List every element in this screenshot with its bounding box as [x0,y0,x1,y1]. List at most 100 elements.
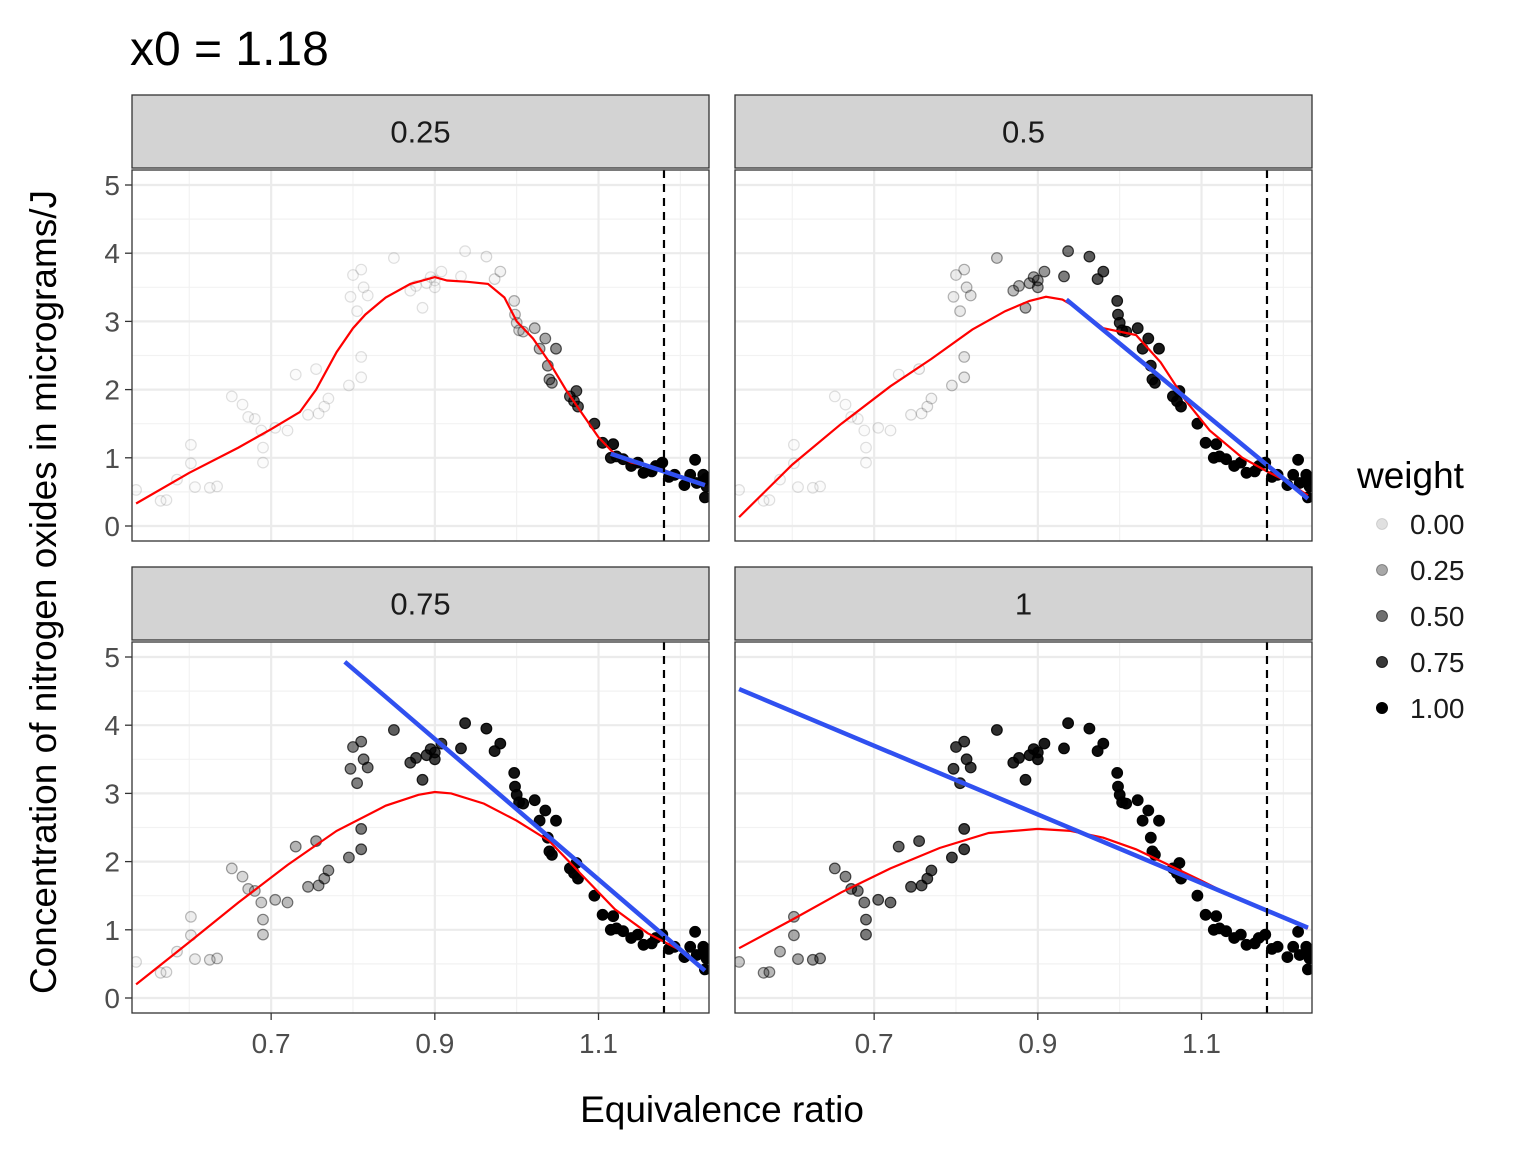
data-point [947,762,960,775]
data-point [344,290,357,303]
data-point [281,896,294,909]
data-point [211,480,224,493]
data-point [913,363,925,376]
data-point [355,735,368,748]
data-point [925,864,938,877]
facet-panel: 0.5 [734,94,1313,542]
data-point [617,925,629,938]
facet-panel: 0.75 0 1 2 3 4 5 0.7 0.9 1.1 [104,566,710,1059]
data-point [1019,773,1032,786]
data-point [459,245,472,258]
data-layer [735,170,1312,541]
data-point [915,407,928,420]
data-point [435,265,448,278]
data-point [322,864,335,877]
y-tick-label: 1 [104,443,120,474]
data-point [420,277,433,290]
data-point [257,441,269,454]
data-point [828,390,841,403]
data-point [946,851,958,864]
data-point [347,741,359,753]
data-point [700,472,709,485]
data-point [203,953,216,966]
data-point [388,724,400,736]
data-point [1058,742,1070,755]
data-point [845,411,858,423]
data-point [410,280,422,292]
data-point [428,274,441,287]
data-point [1062,245,1074,258]
data-point [410,752,422,764]
data-point [884,896,897,909]
data-point [946,379,958,392]
data-point [1058,270,1070,283]
data-point [788,457,800,470]
data-point [839,398,852,411]
data-point [1097,737,1110,750]
data-point [1153,814,1165,827]
data-point [248,413,261,425]
data-point [1111,295,1124,307]
x-axis-title: Equivalence ratio [580,1089,864,1130]
data-point [428,281,441,294]
data-point [607,910,620,923]
data-point [860,456,872,469]
data-point [312,407,325,420]
chart-title: x0 = 1.18 [130,23,329,76]
data-point [455,742,467,755]
facet-strip-label: 1 [1015,587,1032,622]
weighted-fit-line [343,660,707,973]
data-point [302,408,314,421]
y-tick-label: 0 [104,983,120,1014]
facet-strip [734,94,1313,169]
data-point [958,843,971,856]
data-point [1083,722,1096,735]
x-tick-label: 1.1 [579,1028,618,1059]
data-point [1142,332,1155,345]
data-point [774,473,786,486]
data-point [289,368,302,381]
data-point [684,940,697,953]
data-point [344,762,357,775]
data-point [1153,342,1165,355]
data-point [806,481,819,494]
data-point [1013,280,1025,292]
legend-key [1376,702,1388,714]
data-point [763,494,776,507]
data-point [539,804,552,817]
data-point [343,379,355,392]
panel-border [734,169,1313,542]
y-tick-label: 5 [104,642,120,673]
data-point [281,424,294,437]
data-layer [132,642,709,1013]
data-point [839,870,852,883]
data-point [814,480,826,493]
gridlines [735,170,1312,541]
data-point [872,421,885,434]
data-point [355,823,368,835]
data-point [1031,274,1044,287]
facet-strip [131,94,710,169]
data-point [596,908,609,921]
data-point [289,840,302,853]
data-point [154,966,167,979]
data-point [1142,804,1155,817]
data-point [1175,400,1187,413]
y-tick-label: 0 [104,511,120,542]
data-point [357,281,370,294]
legend-label: 1.00 [1410,693,1465,724]
data-point [257,928,269,941]
data-point [171,473,183,486]
loess-curve [135,790,706,986]
data-point [154,494,167,507]
data-point [814,952,826,965]
data-point [689,453,701,466]
legend-label: 0.00 [1410,509,1465,540]
data-point [355,351,368,363]
panel-border [734,641,1313,1014]
data-point [656,456,669,469]
data-layer [735,642,1312,1013]
data-point [361,761,374,774]
data-point [550,814,562,827]
